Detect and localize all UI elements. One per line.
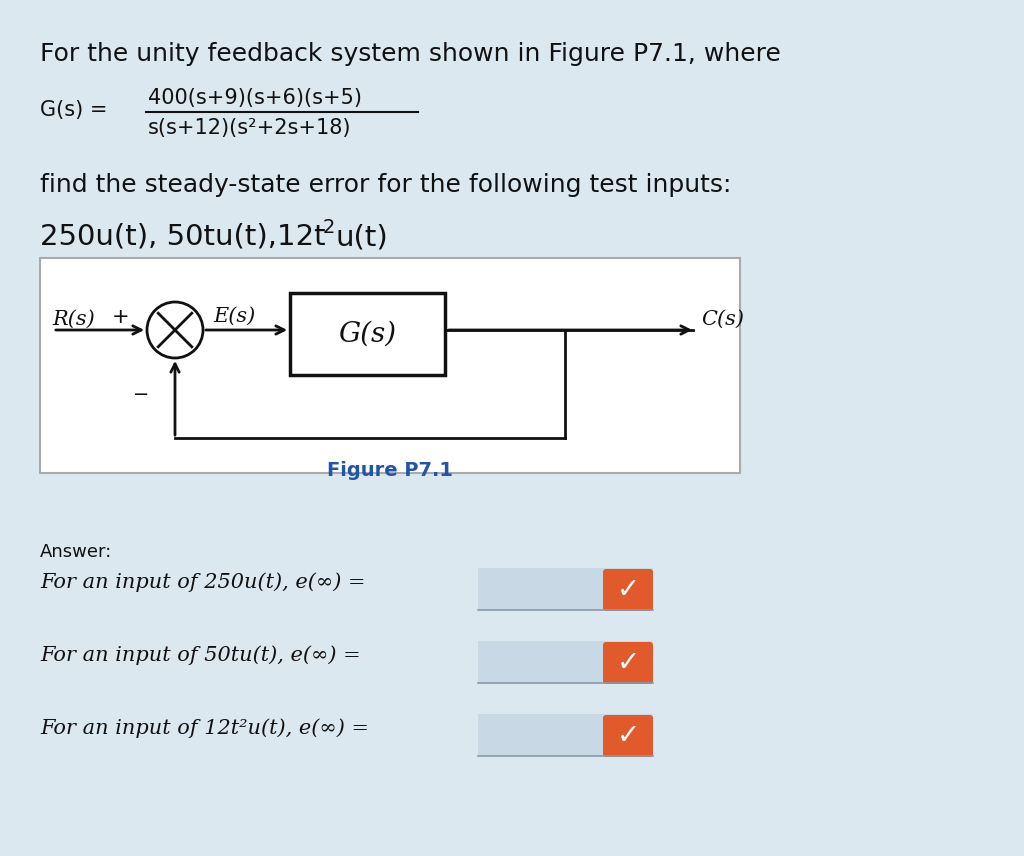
- Text: ✓: ✓: [616, 576, 640, 604]
- Text: E(s): E(s): [213, 307, 255, 326]
- Text: u(t): u(t): [335, 223, 388, 251]
- Text: C(s): C(s): [701, 310, 744, 329]
- Bar: [478, 568, 653, 610]
- Text: Answer:: Answer:: [40, 543, 113, 561]
- Text: For an input of 250u(t), e(∞) =: For an input of 250u(t), e(∞) =: [40, 572, 366, 591]
- Text: For an input of 12t²u(t), e(∞) =: For an input of 12t²u(t), e(∞) =: [40, 718, 369, 738]
- FancyBboxPatch shape: [603, 715, 653, 757]
- Text: R(s): R(s): [52, 310, 95, 329]
- Text: −: −: [133, 385, 150, 404]
- Text: G(s): G(s): [339, 320, 396, 348]
- Text: find the steady-state error for the following test inputs:: find the steady-state error for the foll…: [40, 173, 731, 197]
- Text: For an input of 50tu(t), e(∞) =: For an input of 50tu(t), e(∞) =: [40, 645, 360, 664]
- Text: ✓: ✓: [616, 722, 640, 750]
- Bar: [478, 641, 653, 683]
- Bar: [290, 293, 445, 375]
- Text: 400(s+9)(s+6)(s+5): 400(s+9)(s+6)(s+5): [148, 88, 362, 108]
- Bar: [40, 258, 740, 473]
- FancyBboxPatch shape: [603, 569, 653, 611]
- Text: ✓: ✓: [616, 649, 640, 677]
- Text: For the unity feedback system shown in Figure P7.1, where: For the unity feedback system shown in F…: [40, 42, 781, 66]
- Bar: [478, 714, 653, 756]
- Text: Figure P7.1: Figure P7.1: [327, 461, 453, 480]
- Text: 2: 2: [323, 218, 336, 237]
- Text: G(s) =: G(s) =: [40, 100, 108, 120]
- FancyBboxPatch shape: [603, 642, 653, 684]
- Text: 250u(t), 50tu(t),12t: 250u(t), 50tu(t),12t: [40, 222, 326, 250]
- Text: +: +: [112, 307, 130, 327]
- Text: s(s+12)(s²+2s+18): s(s+12)(s²+2s+18): [148, 118, 351, 138]
